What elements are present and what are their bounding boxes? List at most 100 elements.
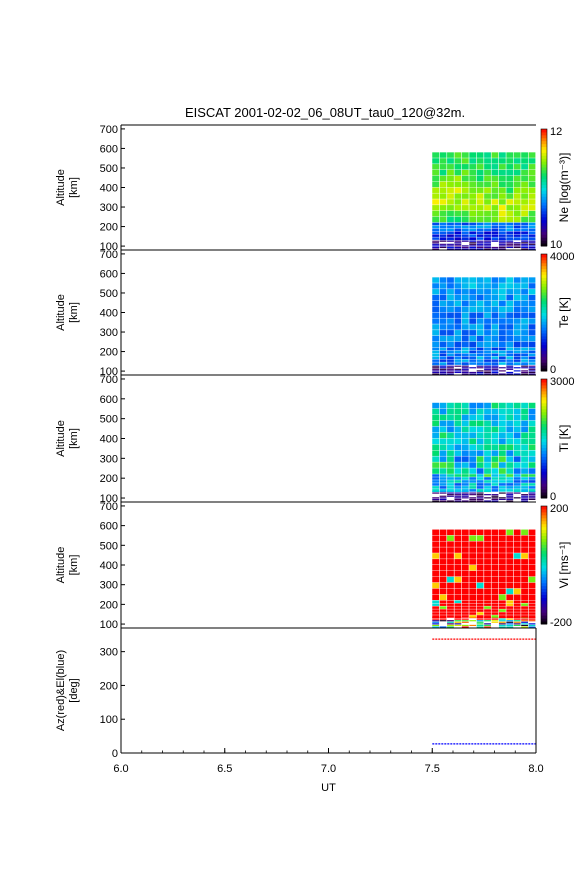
heatmap-cell — [439, 492, 447, 494]
heatmap-cell — [461, 582, 469, 589]
heatmap-cell — [498, 318, 506, 324]
heatmap-cell — [498, 588, 506, 595]
heatmap-cell — [528, 603, 536, 606]
heatmap-cell — [513, 626, 521, 628]
y-axis-label: Altitude — [55, 420, 67, 457]
heatmap-cell — [476, 498, 484, 501]
colorbar-segment — [541, 332, 547, 337]
heatmap-cell — [521, 362, 528, 365]
heatmap-cell — [491, 541, 499, 547]
heatmap-cell — [528, 164, 536, 170]
heatmap-cell — [461, 588, 469, 595]
heatmap-cell — [484, 335, 491, 342]
heatmap-cell — [454, 559, 462, 565]
heatmap-cell — [432, 594, 440, 601]
heatmap-cell — [521, 600, 528, 603]
colorbar-segment — [541, 207, 547, 212]
heatmap-cell — [484, 187, 491, 193]
heatmap-cell — [484, 324, 491, 330]
colorbar-segment — [541, 514, 547, 519]
heatmap-cell — [484, 353, 491, 357]
heatmap-cell — [506, 245, 514, 247]
heatmap-cell — [476, 483, 484, 486]
y-tick-label: 500 — [100, 288, 118, 300]
heatmap-cell — [506, 618, 514, 620]
heatmap-cell — [506, 289, 514, 295]
heatmap-cell — [461, 169, 469, 176]
heatmap-cell — [432, 370, 440, 372]
heatmap-cell — [491, 225, 499, 229]
heatmap-cell — [521, 432, 528, 439]
heatmap-cell — [454, 408, 462, 415]
heatmap-cell — [432, 615, 440, 618]
heatmap-cell — [513, 240, 521, 242]
heatmap-cell — [498, 350, 506, 354]
heatmap-cell — [491, 306, 499, 313]
heatmap-cell — [506, 615, 514, 618]
heatmap-cell — [521, 373, 528, 375]
heatmap-cell — [476, 289, 484, 295]
heatmap-cell — [476, 541, 484, 547]
heatmap-cell — [528, 626, 536, 628]
heatmap-cell — [469, 175, 477, 182]
heatmap-cell — [484, 618, 491, 620]
heatmap-cell — [432, 486, 440, 489]
heatmap-cell — [461, 600, 469, 603]
heatmap-cell — [484, 495, 491, 497]
heatmap-cell — [439, 623, 447, 625]
heatmap-cell — [484, 371, 491, 374]
heatmap-cell — [432, 216, 440, 223]
heatmap-cell — [447, 420, 454, 427]
heatmap-cell — [521, 438, 528, 445]
heatmap-cell — [461, 368, 469, 370]
heatmap-cell — [469, 623, 477, 625]
heatmap-cell — [469, 477, 477, 480]
heatmap-cell — [432, 245, 440, 247]
heatmap-cell — [439, 541, 447, 547]
heatmap-cell — [513, 408, 521, 415]
heatmap-cell — [447, 248, 454, 250]
heatmap-cell — [491, 603, 499, 606]
heatmap-cell — [528, 246, 536, 249]
heatmap-cell — [498, 225, 506, 229]
heatmap-cell — [528, 330, 536, 336]
heatmap-cell — [432, 570, 440, 577]
heatmap-cell — [521, 553, 528, 559]
heatmap-cell — [513, 541, 521, 547]
heatmap-cell — [521, 181, 528, 188]
heatmap-cell — [521, 547, 528, 553]
heatmap-cell — [484, 231, 491, 234]
heatmap-cell — [513, 500, 521, 502]
heatmap-cell — [498, 600, 506, 603]
heatmap-cell — [454, 164, 462, 170]
heatmap-cell — [461, 158, 469, 164]
y-axis-label: Az(red)&El(blue) — [55, 650, 67, 731]
heatmap-cell — [461, 225, 469, 229]
heatmap-cell — [491, 300, 499, 307]
heatmap-cell — [432, 231, 440, 234]
heatmap-cell — [484, 541, 491, 547]
heatmap-cell — [513, 312, 521, 318]
heatmap-cell — [521, 300, 528, 307]
heatmap-cell — [513, 477, 521, 480]
heatmap-cell — [432, 582, 440, 589]
heatmap-cell — [498, 626, 506, 628]
heatmap-cell — [513, 432, 521, 439]
heatmap-cell — [432, 158, 440, 164]
colorbar-title: Ne [log(m⁻³)] — [557, 153, 571, 223]
heatmap-cell — [476, 576, 484, 583]
heatmap-cell — [513, 420, 521, 427]
heatmap-cell — [469, 370, 477, 372]
heatmap-cell — [528, 408, 536, 415]
colorbar-max-label: 3000 — [550, 376, 574, 388]
heatmap-cell — [528, 494, 536, 496]
heatmap-cell — [506, 620, 514, 622]
colorbar-segment — [541, 178, 547, 183]
colorbar-segment — [541, 597, 547, 601]
heatmap-cell — [461, 621, 469, 623]
heatmap-cell — [498, 289, 506, 295]
heatmap-cell — [513, 438, 521, 445]
heatmap-cell — [454, 237, 462, 240]
heatmap-cell — [454, 371, 462, 374]
